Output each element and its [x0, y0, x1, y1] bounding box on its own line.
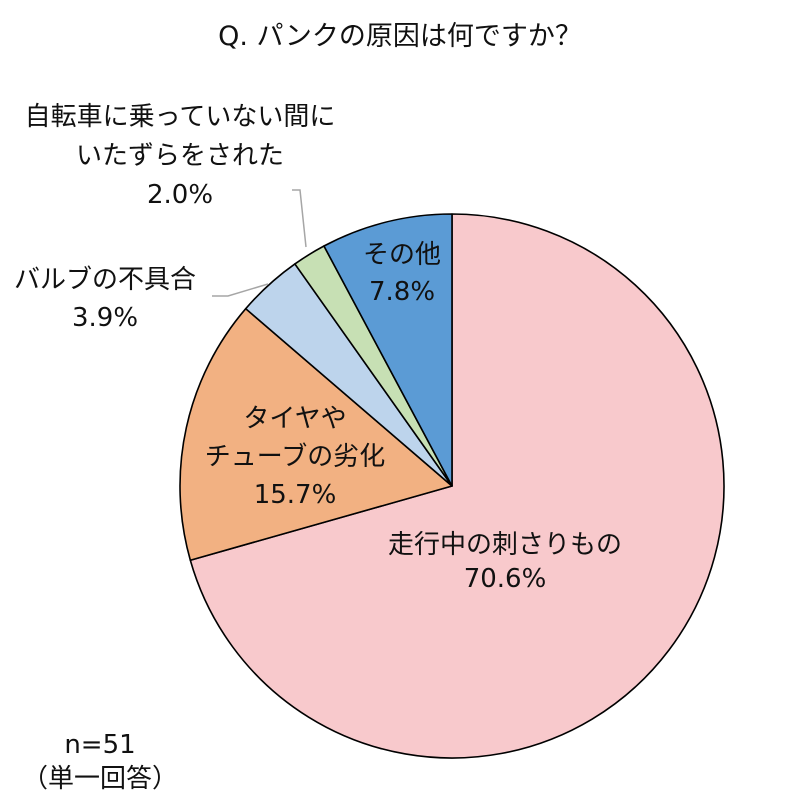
slice-category-label: 自転車に乗っていない間に	[25, 102, 336, 132]
slice-label: 走行中の刺さりもの 70.6%	[388, 530, 622, 594]
slice-category-label: チューブの劣化	[205, 442, 385, 472]
sample-note: n=51 （単一回答）	[0, 728, 200, 796]
slice-percent-label: 15.7%	[254, 480, 337, 510]
slice-label: バルブの不具合 3.9%	[14, 265, 196, 333]
slice-category-label: タイヤや	[243, 404, 346, 434]
slice-percent-label: 2.0%	[147, 180, 213, 210]
slice-category-label: いたずらをされた	[76, 141, 284, 171]
pie-slice	[323, 213, 453, 487]
slice-category-label: 走行中の刺さりもの	[388, 530, 622, 560]
leader-line	[292, 189, 307, 248]
slice-percent-label: 70.6%	[464, 564, 547, 594]
slice-category-label: バルブの不具合	[14, 265, 196, 295]
pie-slice	[179, 307, 453, 562]
answer-type: （単一回答）	[21, 764, 178, 794]
slice-percent-label: 7.8%	[369, 277, 435, 307]
slice-category-label: その他	[363, 240, 441, 270]
pie-slice	[189, 213, 725, 759]
slice-label: その他 7.8%	[363, 240, 441, 307]
sample-size: n=51	[64, 730, 136, 760]
slice-percent-label: 3.9%	[72, 303, 138, 333]
chart-title: Q. パンクの原因は何ですか？	[218, 21, 582, 52]
leader-line	[212, 283, 269, 297]
